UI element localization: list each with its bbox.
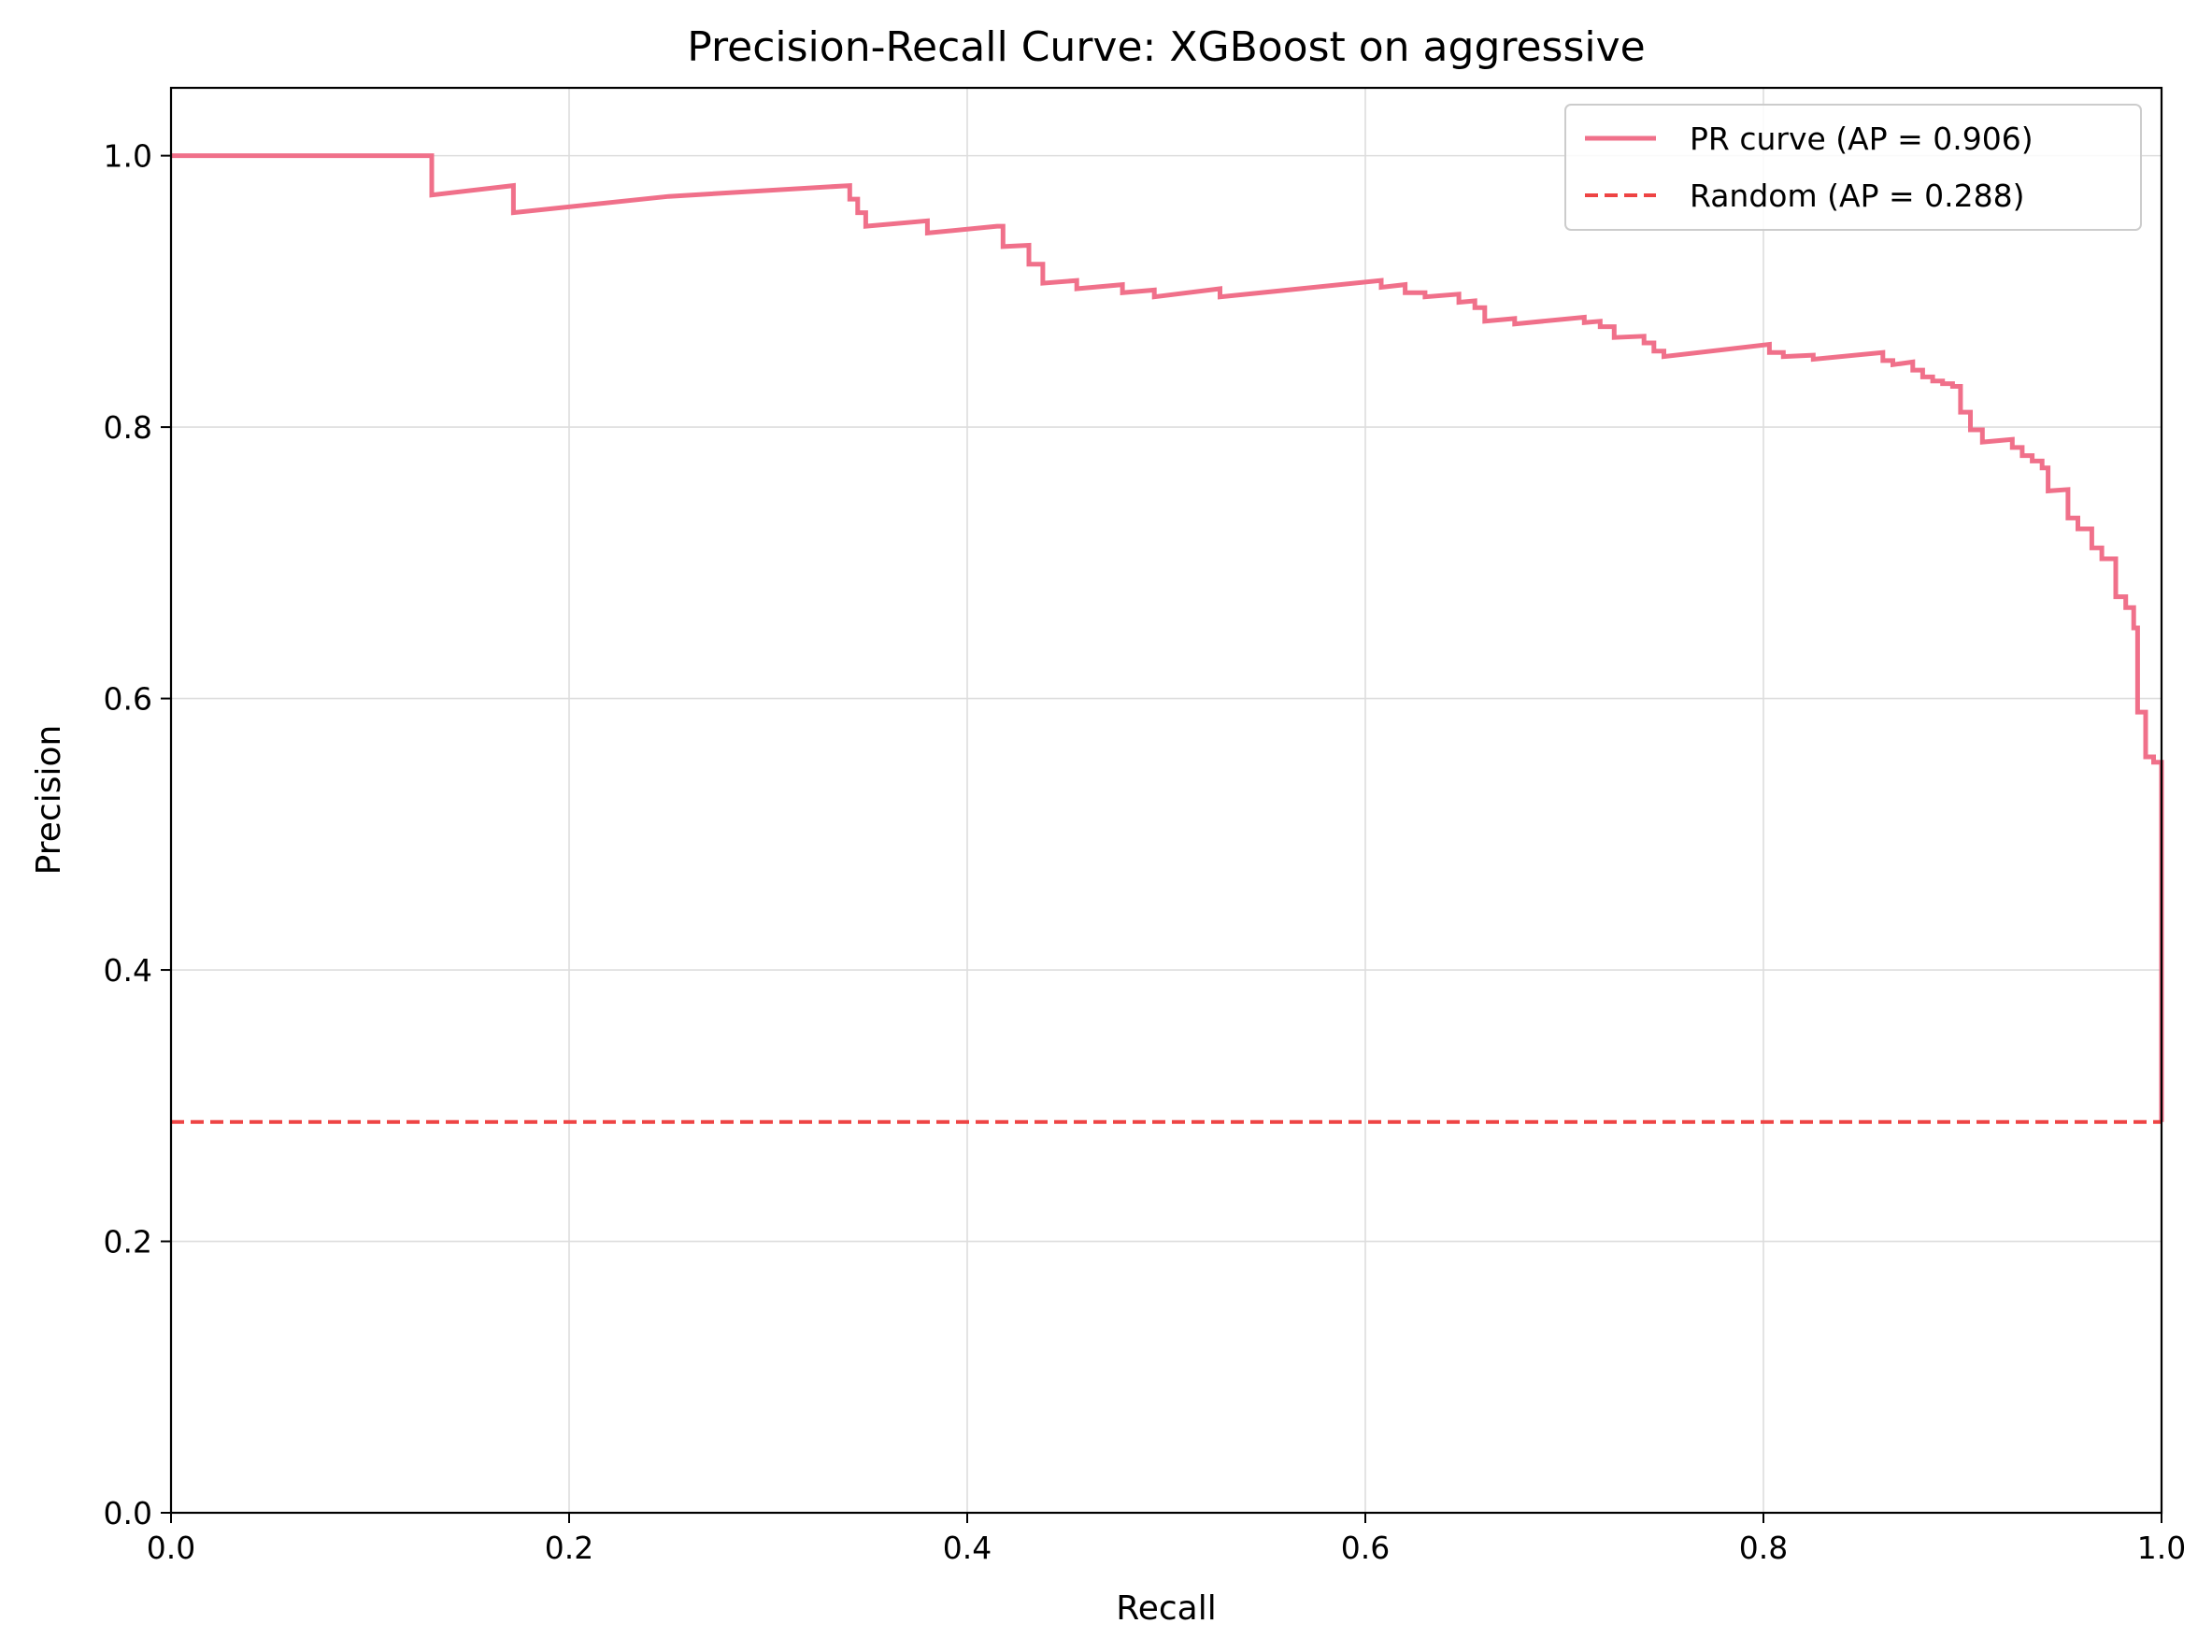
legend: PR curve (AP = 0.906) Random (AP = 0.288… xyxy=(1564,104,2142,231)
legend-label-random: Random (AP = 0.288) xyxy=(1690,178,2024,214)
y-tick-label: 0.6 xyxy=(104,681,152,718)
x-axis-label: Recall xyxy=(1116,1589,1216,1628)
y-tick-label: 0.2 xyxy=(104,1224,152,1260)
plot-series xyxy=(171,153,2164,1124)
x-tick-label: 0.2 xyxy=(545,1530,593,1566)
y-tick-label: 1.0 xyxy=(104,138,152,175)
x-tick-label: 0.0 xyxy=(147,1530,195,1566)
chart-title: Precision-Recall Curve: XGBoost on aggre… xyxy=(687,23,1646,71)
y-tick-label: 0.0 xyxy=(104,1495,152,1531)
legend-label-pr-curve: PR curve (AP = 0.906) xyxy=(1690,121,2034,157)
axis-ticks: 0.0 0.2 0.4 0.6 0.8 1.0 0.0 0.2 0.4 0.6 0.8 1.0 xyxy=(104,138,2187,1566)
legend-box xyxy=(1564,104,2142,231)
x-tick-label: 0.4 xyxy=(943,1530,992,1566)
x-tick-label: 1.0 xyxy=(2137,1530,2186,1566)
x-tick-label: 0.8 xyxy=(1739,1530,1788,1566)
y-axis-label: Precision xyxy=(30,725,68,876)
x-tick-label: 0.6 xyxy=(1341,1530,1390,1566)
y-tick-label: 0.8 xyxy=(104,409,152,446)
pr-curve-line xyxy=(171,153,2164,1122)
plot-frame xyxy=(169,86,2163,1515)
grid xyxy=(170,88,2162,1514)
y-tick-label: 0.4 xyxy=(104,952,152,989)
